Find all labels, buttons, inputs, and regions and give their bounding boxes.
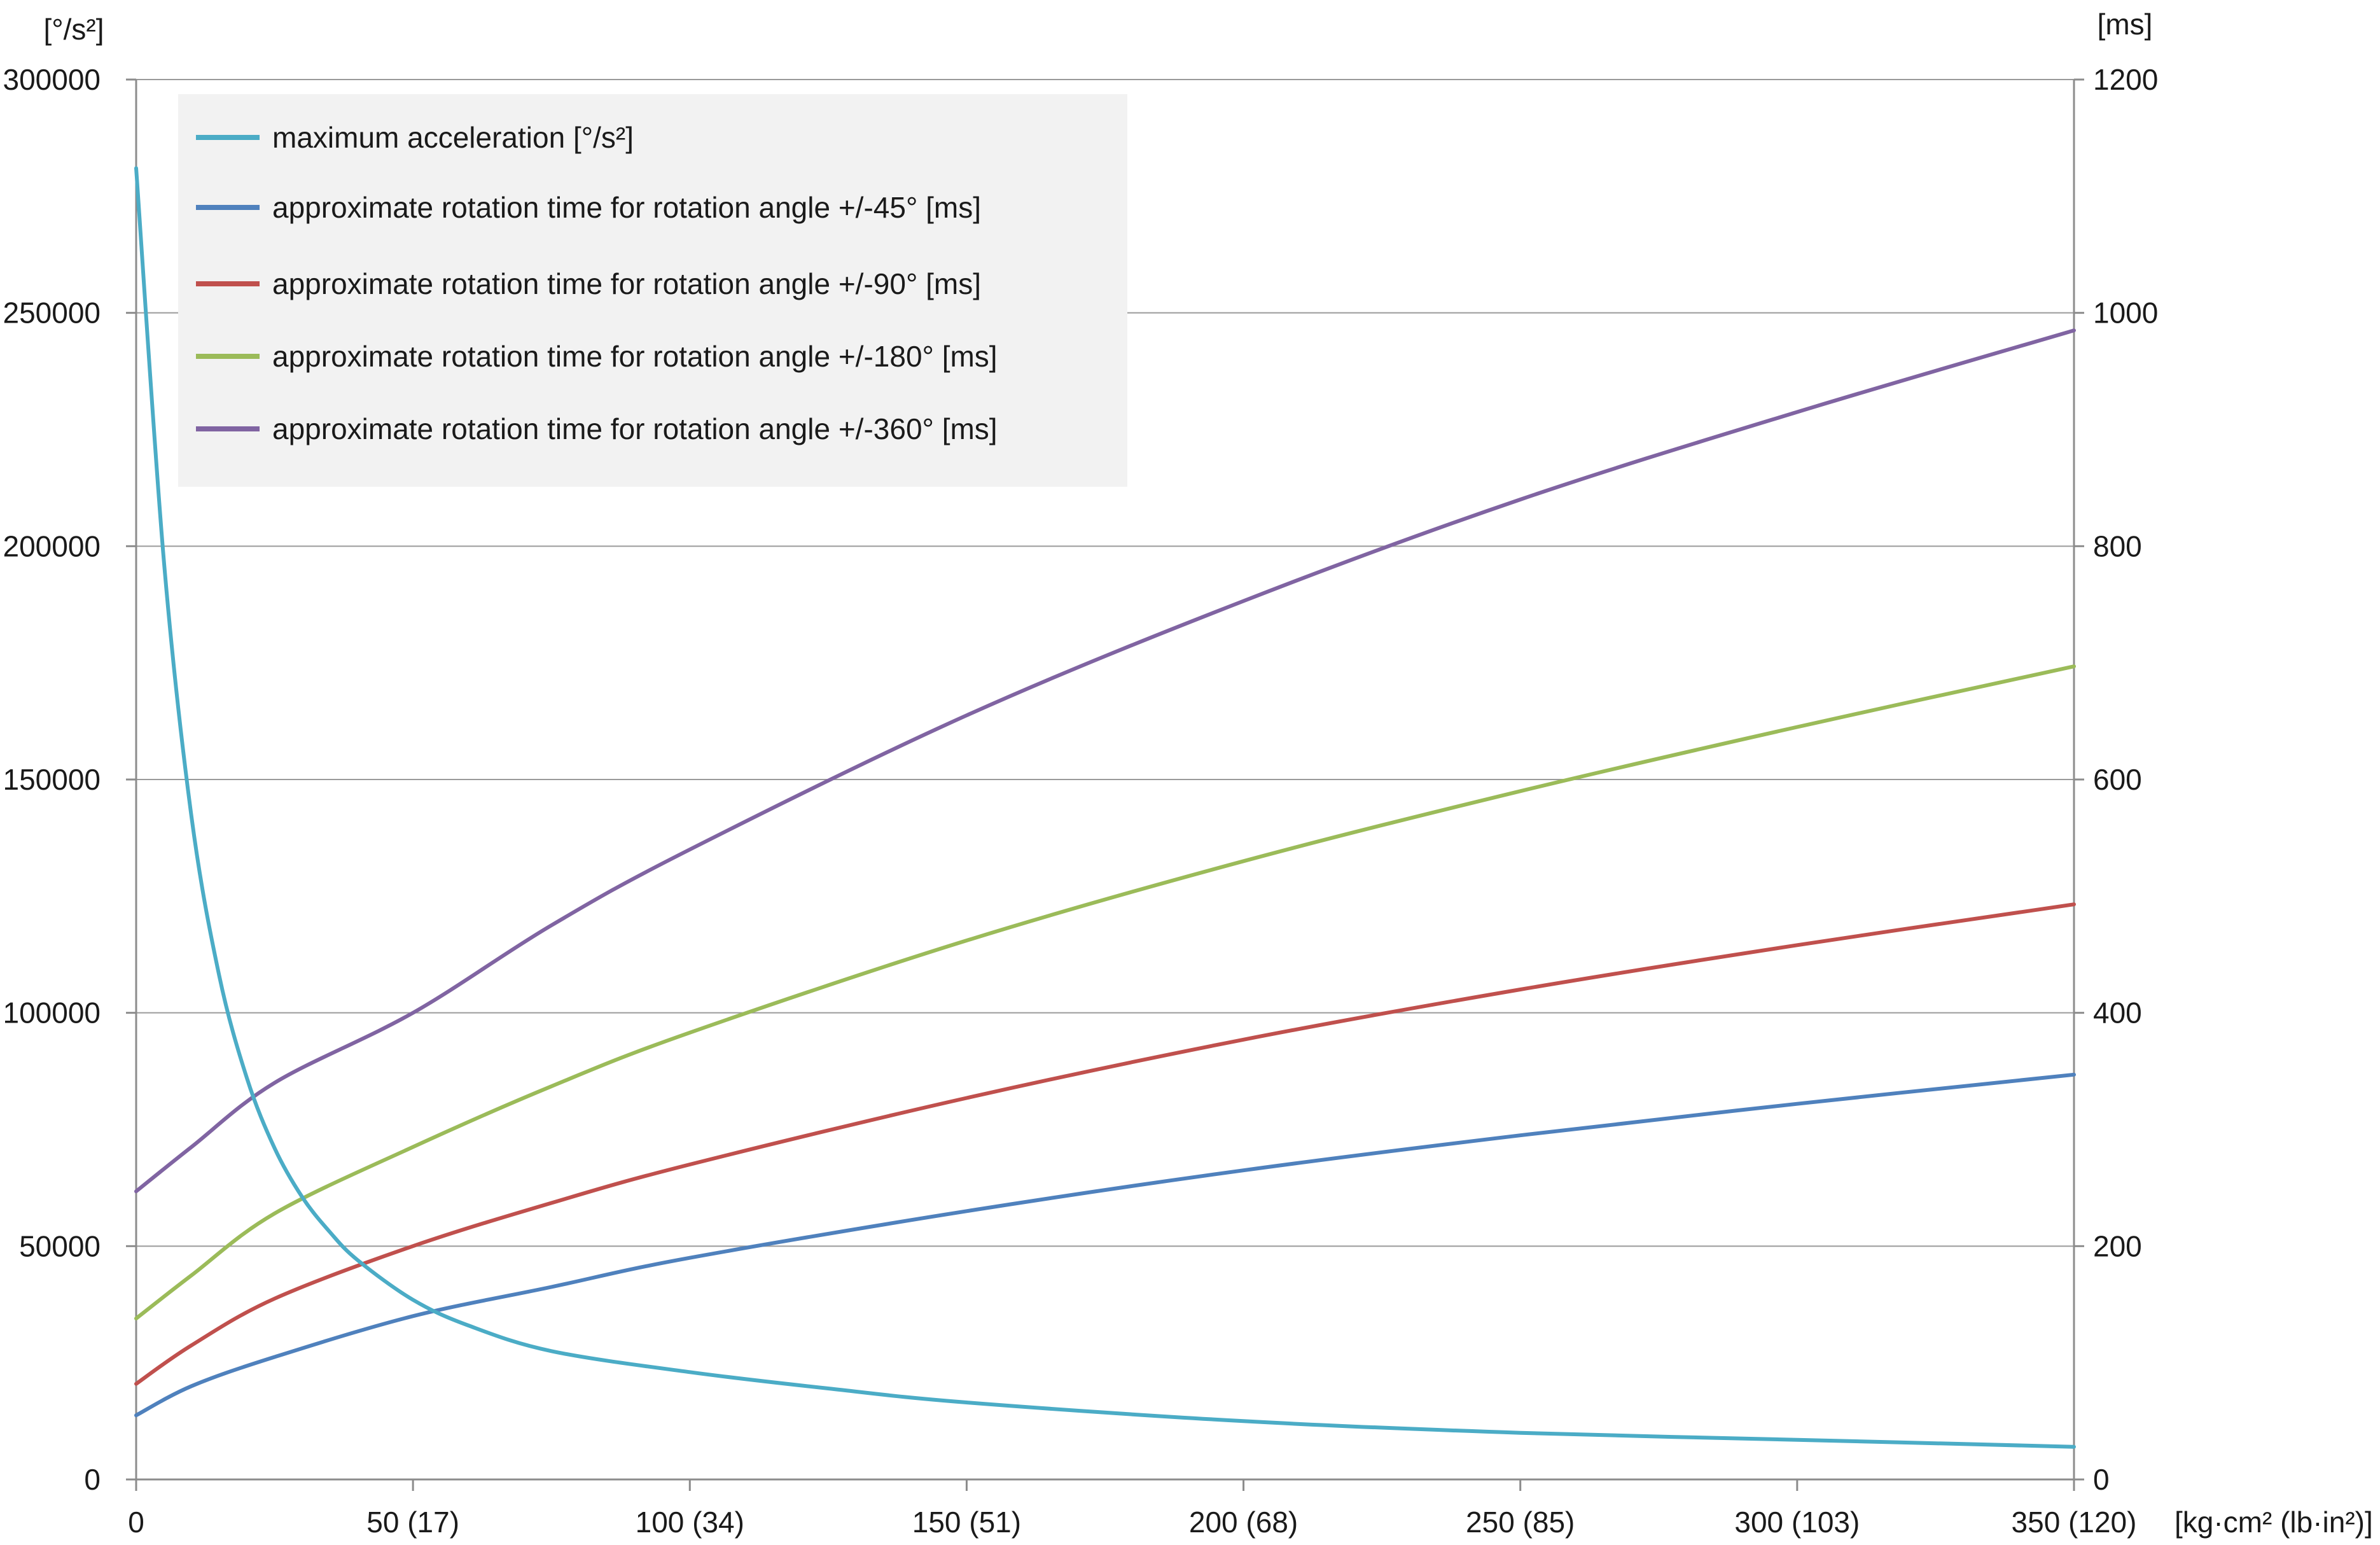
x-tick-label: 200 (68) bbox=[1189, 1506, 1298, 1539]
legend-entry-label: maximum acceleration [°/s²] bbox=[272, 121, 634, 154]
series-line-1 bbox=[134, 1072, 2076, 1418]
legend-entry-label: approximate rotation time for rotation a… bbox=[272, 340, 998, 373]
y-left-tick-label: 50000 bbox=[19, 1229, 101, 1262]
series-line-2 bbox=[134, 902, 2076, 1386]
x-tick-label: 150 (51) bbox=[912, 1506, 1021, 1539]
y-left-unit-label: [°/s²] bbox=[43, 13, 104, 46]
y-left-tick-label: 150000 bbox=[3, 763, 101, 796]
y-right-tick-label: 1200 bbox=[2093, 63, 2158, 96]
legend: maximum acceleration [°/s²] approximate r… bbox=[178, 94, 1127, 487]
y-right-tick-label: 0 bbox=[2093, 1463, 2110, 1496]
y-right-tick-label: 800 bbox=[2093, 529, 2142, 563]
y-left-tick-label: 0 bbox=[84, 1463, 101, 1496]
series bbox=[134, 166, 2076, 1449]
x-unit-label: [kg·cm² (lb·in²)] bbox=[2175, 1506, 2373, 1539]
series-line-0 bbox=[134, 166, 2076, 1449]
x-tick-label: 100 (34) bbox=[636, 1506, 744, 1539]
y-left-tick-label: 200000 bbox=[3, 529, 101, 563]
x-tick-label: 50 (17) bbox=[366, 1506, 459, 1539]
x-tick-label: 0 bbox=[128, 1506, 144, 1539]
y-right-tick-label: 400 bbox=[2093, 996, 2142, 1030]
legend-box bbox=[178, 94, 1127, 487]
gridlines bbox=[136, 79, 2074, 1247]
y-left-tick-label: 100000 bbox=[3, 996, 101, 1030]
y-right-tick-label: 600 bbox=[2093, 763, 2142, 796]
axes: 0 50000 100000 150000 200000 250000 300000 0 200… bbox=[3, 63, 2159, 1539]
series-line-3 bbox=[134, 664, 2076, 1320]
y-left-tick-label: 250000 bbox=[3, 297, 101, 330]
legend-entry-label: approximate rotation time for rotation a… bbox=[272, 267, 981, 300]
legend-entry-label: approximate rotation time for rotation a… bbox=[272, 412, 998, 445]
y-right-tick-label: 200 bbox=[2093, 1229, 2142, 1262]
y-right-unit-label: [ms] bbox=[2098, 8, 2153, 41]
series-line-4 bbox=[134, 328, 2076, 1194]
x-tick-label: 350 (120) bbox=[2012, 1506, 2137, 1539]
legend-entry-label: approximate rotation time for rotation a… bbox=[272, 191, 981, 224]
y-left-tick-label: 300000 bbox=[3, 63, 101, 96]
x-tick-label: 300 (103) bbox=[1734, 1506, 1860, 1539]
x-tick-label: 250 (85) bbox=[1466, 1506, 1575, 1539]
y-right-tick-label: 1000 bbox=[2093, 297, 2158, 330]
